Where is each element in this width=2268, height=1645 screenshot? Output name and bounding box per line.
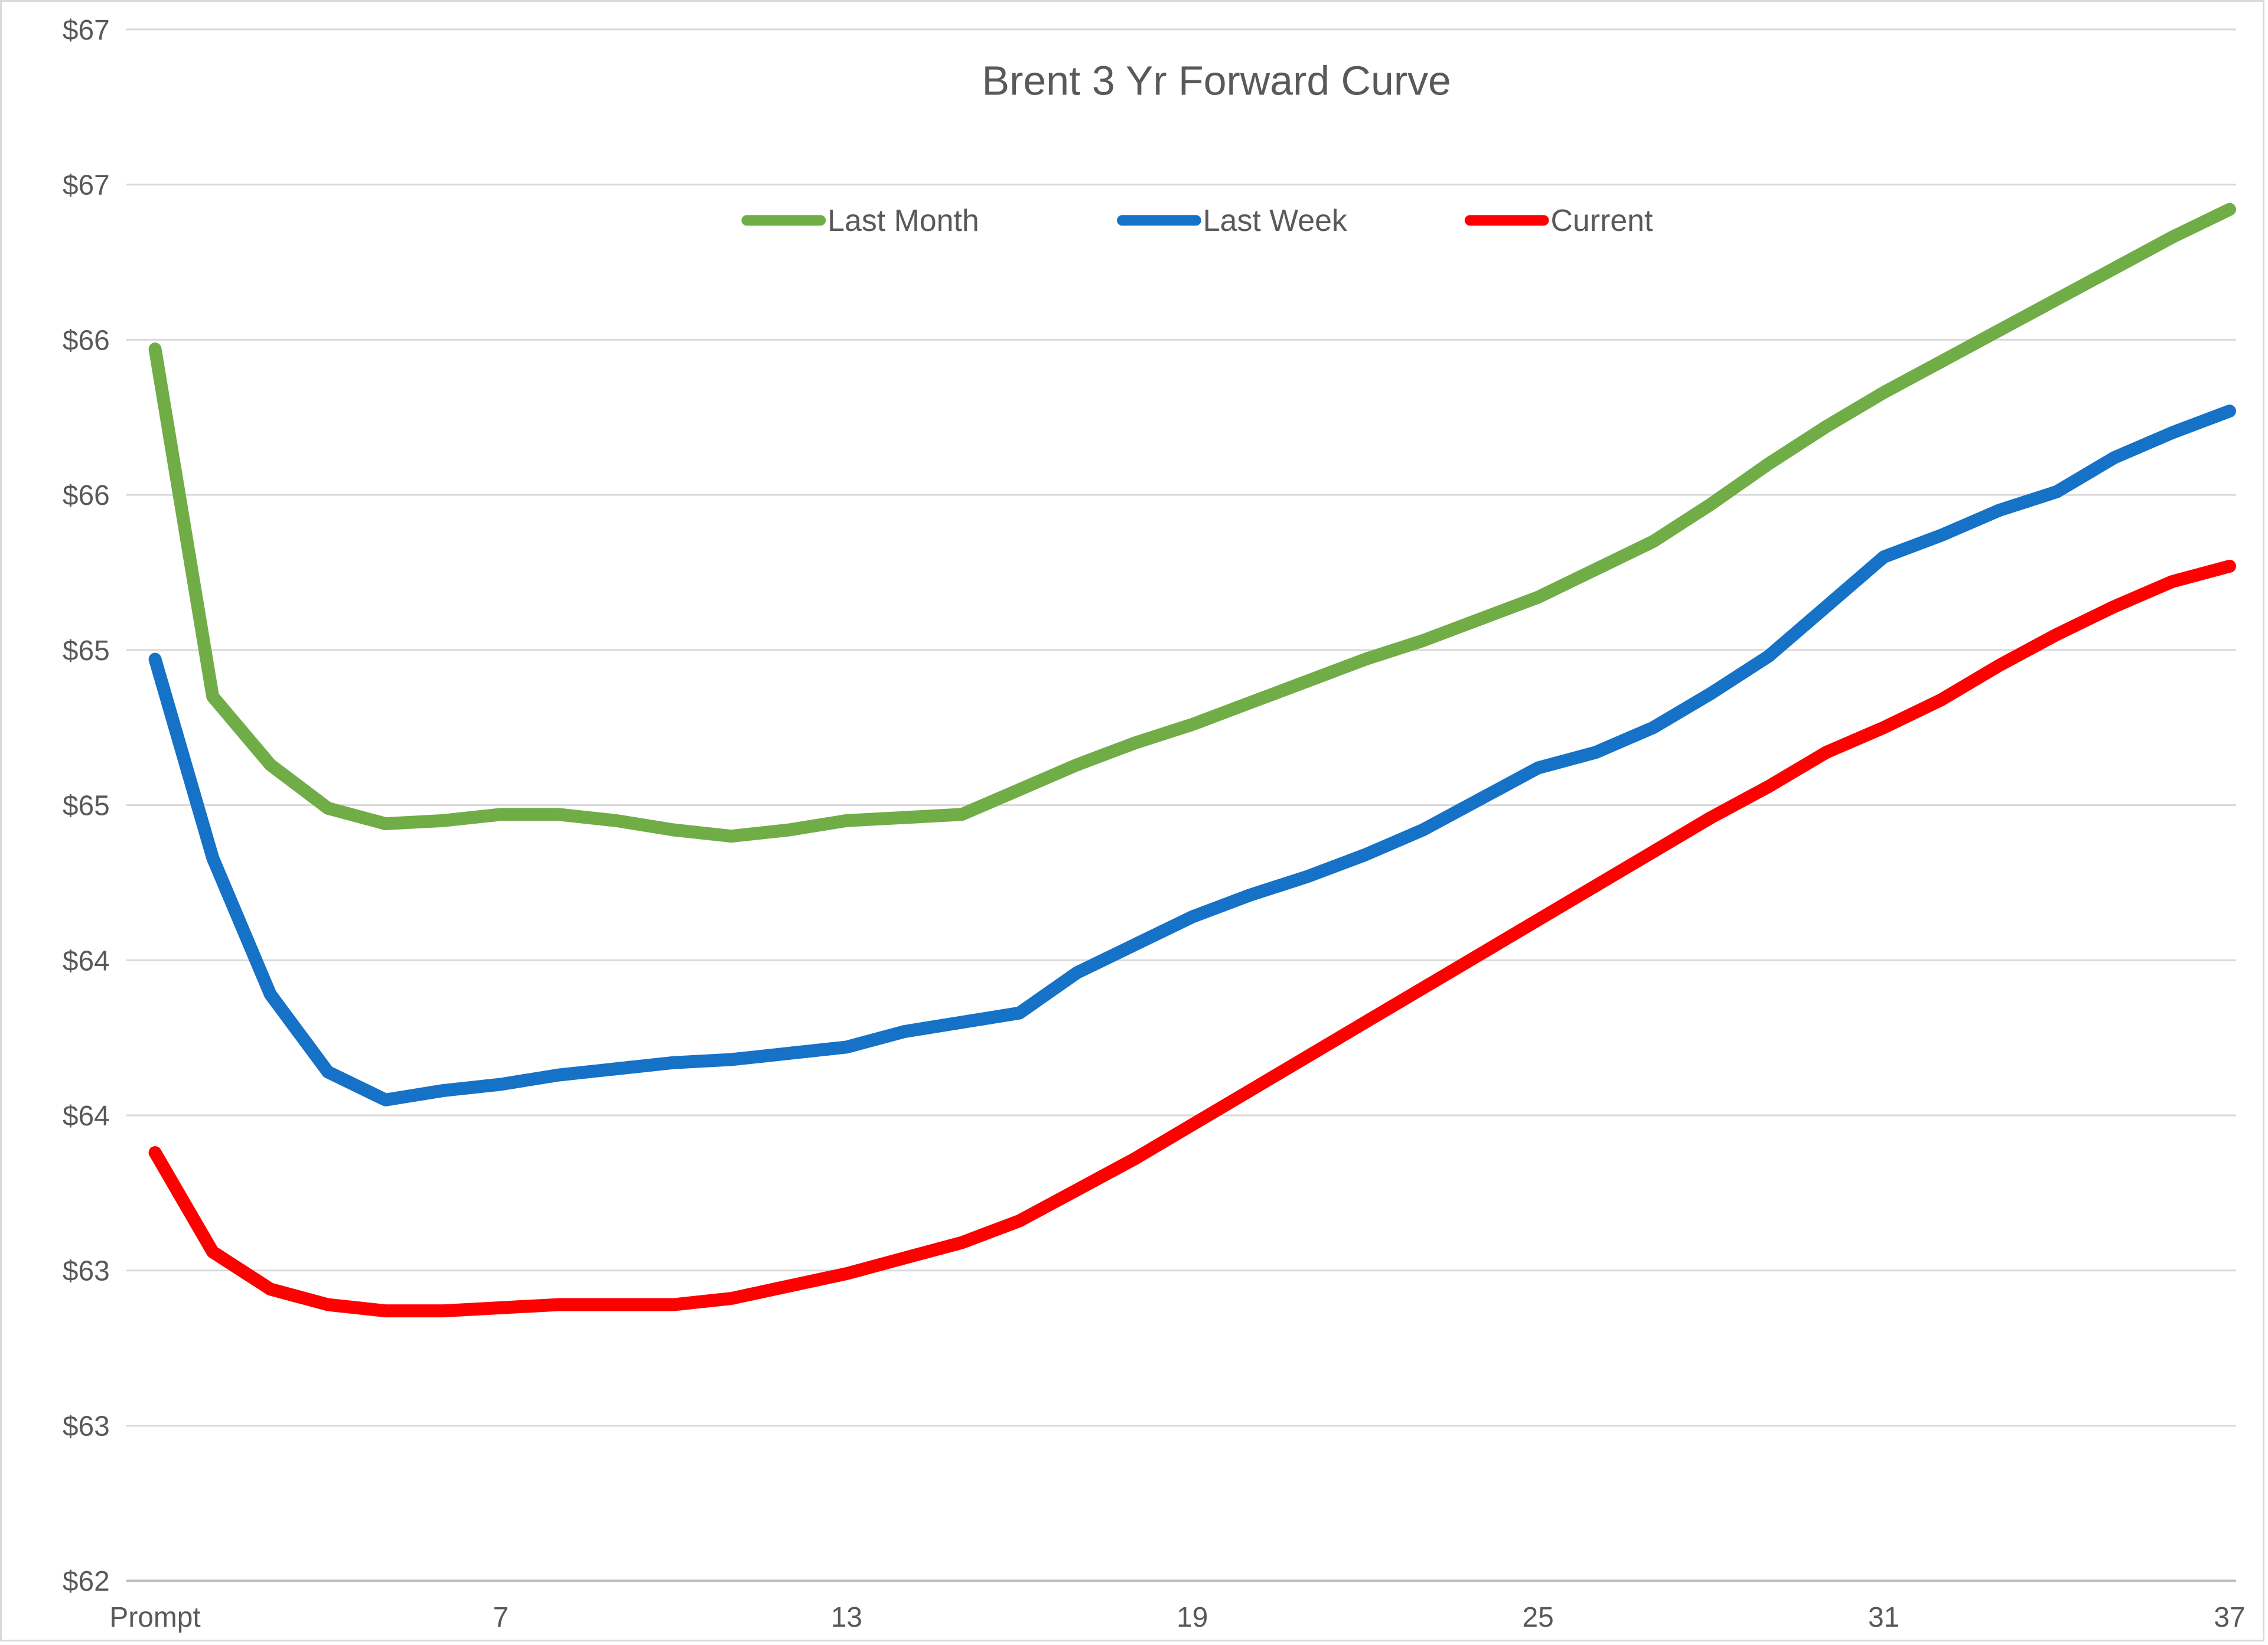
x-tick-label: 31 <box>1868 1602 1899 1633</box>
chart-title: Brent 3 Yr Forward Curve <box>982 58 1451 104</box>
series-line-current <box>148 559 2236 1318</box>
y-tick-label: $65 <box>63 635 110 667</box>
y-tick-label: $66 <box>63 325 110 356</box>
series-lines <box>148 203 2236 1318</box>
y-tick-label: $62 <box>63 1566 110 1597</box>
legend-item-last-week: Last Week <box>1117 203 1348 237</box>
y-tick-label: $64 <box>63 945 110 977</box>
legend-label-last-week: Last Week <box>1203 203 1348 237</box>
legend-item-current: Current <box>1464 203 1653 237</box>
y-tick-label: $63 <box>63 1256 110 1287</box>
series-line-last-week <box>148 404 2236 1107</box>
y-tick-label: $64 <box>63 1101 110 1132</box>
legend-item-last-month: Last Month <box>741 203 979 237</box>
gridlines <box>126 28 2236 1582</box>
x-tick-label: 25 <box>1523 1602 1554 1633</box>
x-tick-label: 19 <box>1177 1602 1208 1633</box>
legend: Last Month Last Week Current <box>741 203 1653 237</box>
y-tick-label: $65 <box>63 791 110 822</box>
series-line-last-month <box>148 203 2236 843</box>
y-tick-label: $67 <box>63 170 110 201</box>
x-tick-label: 7 <box>493 1602 509 1633</box>
x-axis-labels: Prompt 7 13 19 25 31 37 <box>109 1602 2245 1633</box>
y-tick-label: $67 <box>63 15 110 46</box>
y-tick-label: $63 <box>63 1411 110 1442</box>
y-tick-label: $66 <box>63 480 110 511</box>
legend-label-last-month: Last Month <box>827 203 979 237</box>
x-tick-label: 37 <box>2214 1602 2245 1633</box>
x-tick-label: Prompt <box>109 1602 200 1633</box>
x-tick-label: 13 <box>831 1602 862 1633</box>
y-axis-labels: $67 $67 $66 $66 $65 $65 $64 $64 $63 $63 $62 <box>63 15 110 1597</box>
legend-label-current: Current <box>1550 203 1653 237</box>
